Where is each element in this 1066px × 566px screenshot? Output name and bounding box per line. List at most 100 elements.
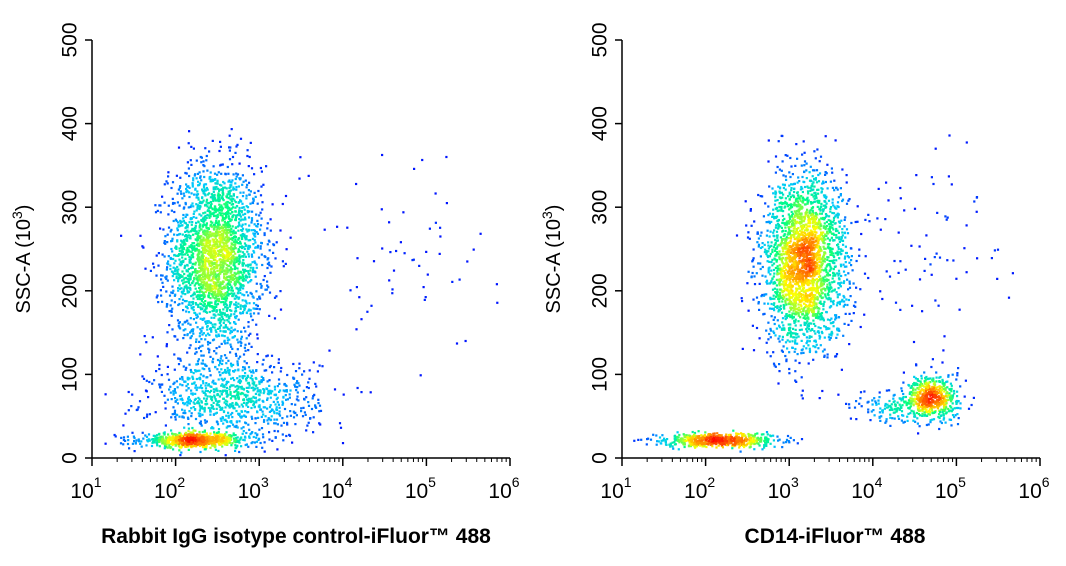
data-point (197, 220, 200, 223)
data-point (229, 385, 232, 388)
data-point (219, 407, 222, 410)
data-point (194, 224, 197, 227)
data-point (226, 294, 229, 297)
data-point (178, 442, 181, 446)
data-point (198, 335, 201, 338)
y-tick-label: 0 (59, 452, 82, 464)
data-point (155, 436, 158, 439)
data-point (211, 442, 214, 445)
data-point (174, 269, 177, 272)
data-point (235, 424, 238, 427)
data-point (200, 354, 203, 357)
data-point (237, 270, 240, 273)
data-point (800, 218, 803, 221)
data-point (207, 343, 210, 346)
data-point (221, 197, 224, 200)
data-point (801, 389, 804, 392)
data-point (215, 217, 218, 220)
data-point (218, 250, 221, 253)
data-point (215, 261, 218, 264)
data-point (192, 147, 195, 150)
data-point (238, 281, 241, 284)
data-point (232, 363, 235, 366)
data-point (180, 279, 184, 282)
data-point (189, 438, 193, 441)
data-point (214, 210, 217, 213)
data-point (219, 231, 222, 234)
data-point (228, 239, 231, 242)
data-point (294, 423, 297, 426)
data-point (775, 251, 779, 254)
data-point (220, 232, 223, 235)
data-point (167, 260, 170, 263)
data-point (278, 406, 281, 409)
data-point (196, 233, 199, 236)
data-point (132, 435, 135, 438)
data-point (186, 383, 189, 386)
data-point (239, 219, 242, 222)
data-point (213, 350, 216, 353)
data-point (233, 232, 236, 235)
data-point (265, 369, 268, 372)
data-point (158, 367, 161, 371)
data-point (256, 304, 259, 307)
data-point (263, 369, 266, 372)
data-point (214, 365, 217, 369)
data-point (225, 299, 228, 302)
data-point (181, 439, 184, 442)
data-point (242, 398, 246, 401)
data-point (199, 257, 202, 260)
data-point (246, 209, 249, 213)
data-point (230, 259, 233, 262)
data-point (230, 301, 233, 304)
data-point (234, 389, 237, 393)
data-point (238, 260, 241, 263)
data-point (170, 291, 173, 294)
data-point (212, 438, 215, 441)
data-point (295, 389, 298, 392)
data-point (835, 304, 839, 307)
data-point (339, 426, 343, 429)
data-point (235, 296, 239, 299)
data-point (817, 192, 820, 195)
data-point (245, 205, 248, 208)
data-point (196, 315, 199, 318)
data-point (183, 300, 186, 303)
data-point (191, 376, 194, 379)
data-point (230, 233, 233, 237)
data-point (210, 440, 213, 443)
data-point (243, 233, 246, 236)
data-point (239, 242, 242, 245)
data-point (133, 436, 136, 440)
data-point (205, 242, 208, 245)
data-point (224, 330, 227, 333)
data-point (229, 403, 232, 406)
data-point (215, 431, 219, 434)
data-point (781, 300, 784, 303)
data-point (225, 386, 229, 389)
data-point (804, 198, 807, 201)
data-point (206, 267, 209, 270)
data-point (173, 389, 176, 392)
data-point (208, 192, 211, 195)
data-point (221, 383, 224, 386)
data-point (212, 413, 216, 416)
data-point (241, 264, 244, 267)
data-point (158, 436, 161, 439)
data-point (216, 234, 219, 237)
data-point (285, 389, 288, 392)
data-point (189, 344, 192, 347)
data-point (305, 429, 308, 432)
data-point (142, 437, 145, 440)
data-point (203, 233, 206, 236)
data-point (777, 294, 780, 297)
data-point (215, 235, 218, 238)
data-point (223, 297, 226, 300)
data-point (187, 281, 191, 285)
data-point (228, 406, 231, 409)
data-point (809, 186, 812, 189)
data-point (220, 184, 223, 187)
data-point (247, 366, 251, 369)
data-point (237, 341, 240, 344)
data-point (184, 433, 187, 436)
